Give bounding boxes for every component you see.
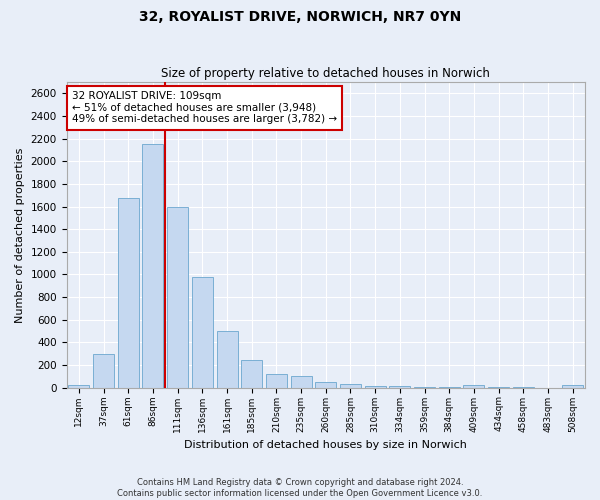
Bar: [167, 206, 188, 388]
Bar: [414, 387, 435, 388]
Bar: [365, 386, 386, 388]
Bar: [340, 384, 361, 388]
Bar: [217, 331, 238, 388]
Bar: [488, 387, 509, 388]
X-axis label: Distribution of detached houses by size in Norwich: Distribution of detached houses by size …: [184, 440, 467, 450]
Bar: [192, 278, 213, 388]
Y-axis label: Number of detached properties: Number of detached properties: [15, 147, 25, 322]
Bar: [290, 376, 311, 388]
Title: Size of property relative to detached houses in Norwich: Size of property relative to detached ho…: [161, 66, 490, 80]
Bar: [463, 386, 484, 388]
Bar: [562, 385, 583, 388]
Bar: [266, 374, 287, 388]
Text: Contains HM Land Registry data © Crown copyright and database right 2024.
Contai: Contains HM Land Registry data © Crown c…: [118, 478, 482, 498]
Text: 32 ROYALIST DRIVE: 109sqm
← 51% of detached houses are smaller (3,948)
49% of se: 32 ROYALIST DRIVE: 109sqm ← 51% of detac…: [72, 91, 337, 124]
Bar: [93, 354, 114, 388]
Text: 32, ROYALIST DRIVE, NORWICH, NR7 0YN: 32, ROYALIST DRIVE, NORWICH, NR7 0YN: [139, 10, 461, 24]
Bar: [68, 385, 89, 388]
Bar: [389, 386, 410, 388]
Bar: [439, 387, 460, 388]
Bar: [513, 387, 534, 388]
Bar: [142, 144, 163, 388]
Bar: [315, 382, 336, 388]
Bar: [118, 198, 139, 388]
Bar: [241, 360, 262, 388]
